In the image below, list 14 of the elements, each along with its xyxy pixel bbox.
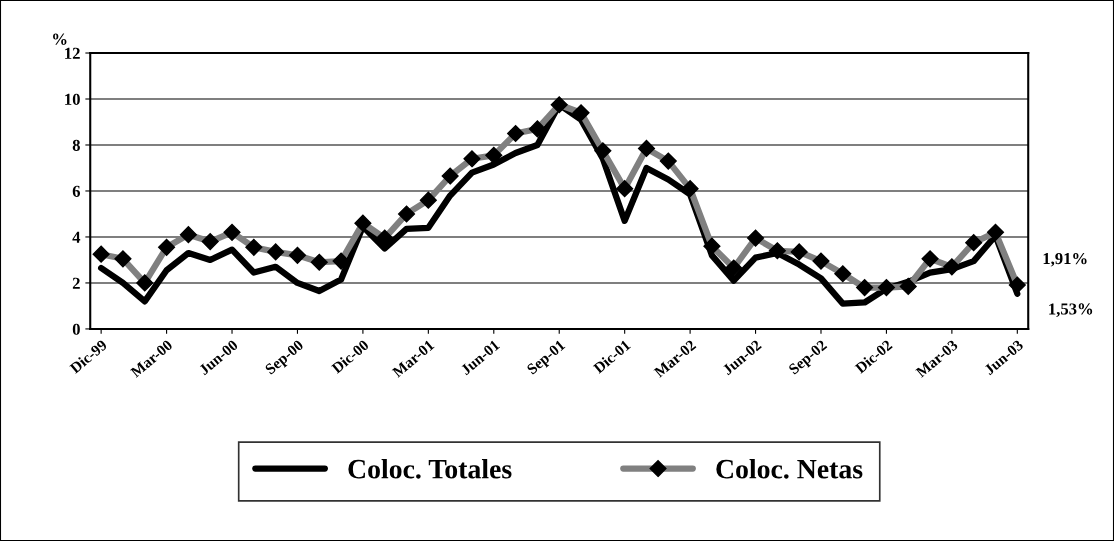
y-tick-label: 0: [72, 323, 80, 335]
annotation: 1,53%: [1049, 303, 1093, 317]
y-tick-label: 4: [72, 231, 81, 243]
y-tick-label: 10: [65, 93, 80, 105]
legend-label: Coloc. Netas: [716, 458, 863, 479]
legend-label: Coloc. Totales: [348, 458, 512, 479]
annotation: 1,91%: [1043, 252, 1087, 267]
point: [877, 278, 895, 297]
y-axis-title: %: [53, 33, 67, 45]
y-tick-label: 6: [72, 185, 81, 197]
y-tick-label: 8: [72, 139, 80, 151]
y-tick-label: 2: [72, 277, 80, 289]
y-tick-label: 12: [65, 47, 80, 59]
point: [550, 96, 568, 114]
